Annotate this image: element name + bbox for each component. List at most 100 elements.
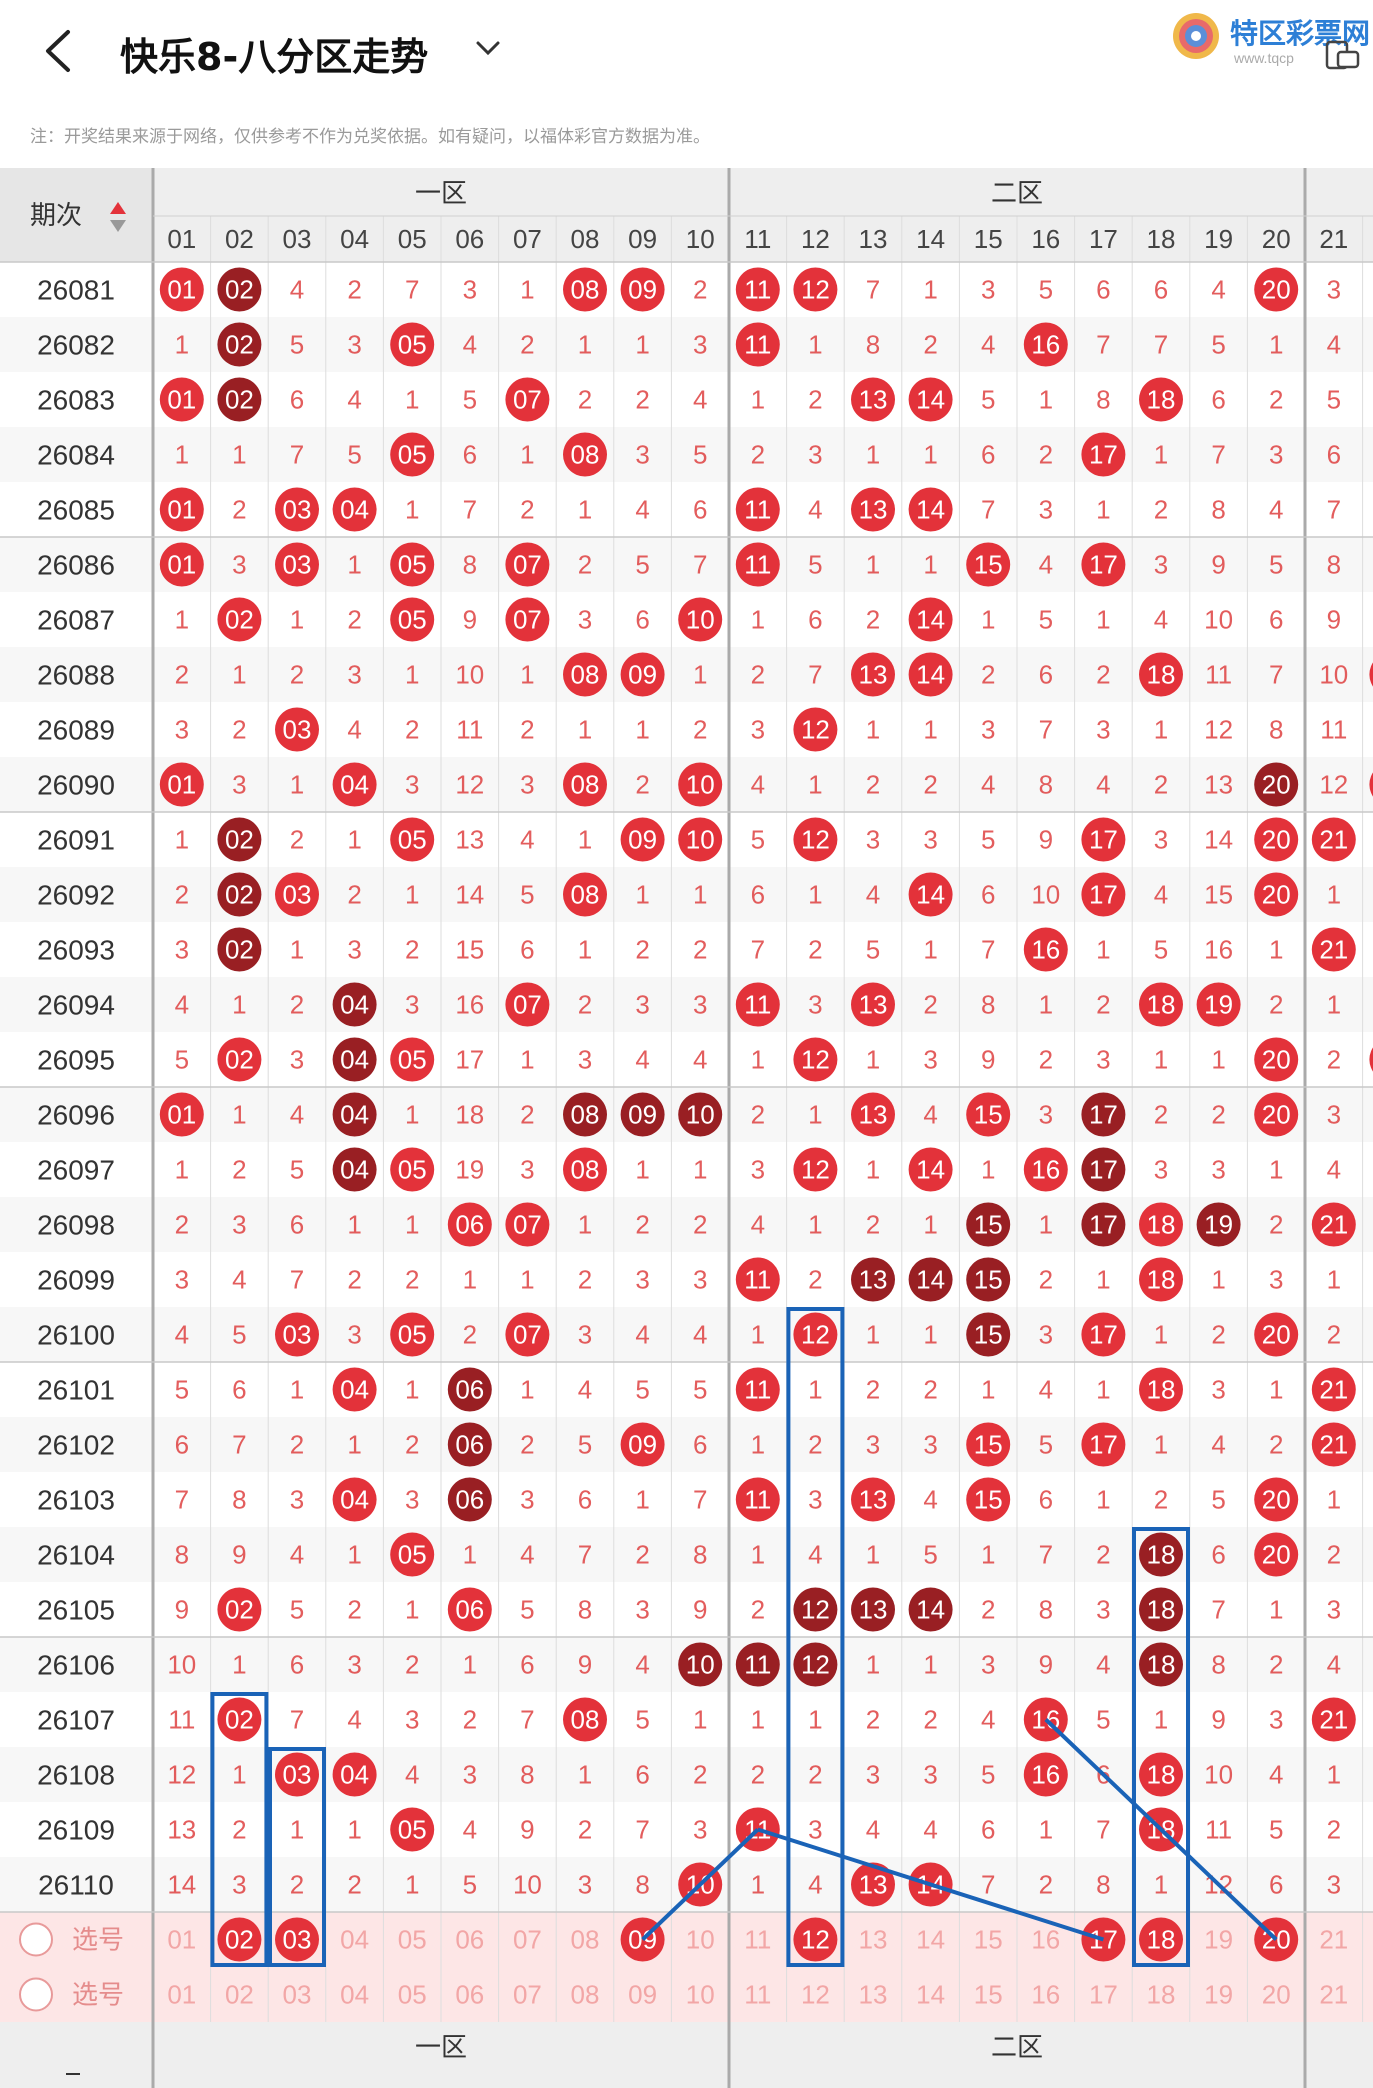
hit-ball: [735, 267, 780, 312]
hit-number: 13: [859, 495, 888, 525]
select-number[interactable]: 17: [1089, 1980, 1118, 2010]
select-number[interactable]: 13: [859, 1980, 888, 2010]
select-number[interactable]: 20: [1262, 1980, 1291, 2010]
sort-down-icon[interactable]: [110, 220, 126, 232]
select-number[interactable]: 06: [455, 1980, 484, 2010]
select-number[interactable]: 05: [398, 1980, 427, 2010]
selected-number[interactable]: 03: [283, 1925, 312, 1955]
select-number[interactable]: 11: [744, 1980, 771, 2010]
select-number[interactable]: 07: [513, 1925, 542, 1955]
miss-count: 1: [751, 605, 765, 635]
miss-count: 9: [1327, 605, 1341, 635]
select-number[interactable]: 01: [167, 1980, 196, 2010]
select-number[interactable]: 08: [571, 1980, 600, 2010]
miss-count: 2: [175, 660, 189, 690]
select-number[interactable]: 03: [283, 1980, 312, 2010]
hit-number: 08: [571, 770, 600, 800]
miss-count: 1: [635, 1155, 649, 1185]
hit-number: 12: [801, 715, 830, 745]
select-number[interactable]: 19: [1204, 1925, 1233, 1955]
select-number[interactable]: 04: [340, 1980, 369, 2010]
hit-ball: [1081, 1422, 1126, 1467]
miss-count: 1: [635, 330, 649, 360]
hit-ball: [275, 487, 319, 532]
miss-count: 2: [751, 1595, 765, 1625]
miss-count: 5: [923, 1540, 937, 1570]
footer-header-bg: [0, 2022, 1373, 2088]
miss-count: 7: [808, 660, 822, 690]
select-number[interactable]: 02: [225, 1980, 254, 2010]
select-number[interactable]: 06: [455, 1925, 484, 1955]
sort-up-icon[interactable]: [110, 202, 126, 214]
miss-count: 8: [866, 330, 880, 360]
period-number: 26100: [37, 1320, 115, 1351]
miss-count: 1: [866, 550, 880, 580]
miss-count: 1: [866, 1540, 880, 1570]
back-arrow-icon[interactable]: [40, 28, 76, 74]
select-number[interactable]: 16: [1031, 1925, 1060, 1955]
miss-count: 8: [1096, 1870, 1110, 1900]
rotate-screen-icon[interactable]: [1324, 34, 1360, 70]
selected-number[interactable]: 18: [1147, 1925, 1176, 1955]
selected-number[interactable]: 12: [801, 1925, 830, 1955]
selected-ball[interactable]: [217, 1917, 262, 1962]
select-number[interactable]: 07: [513, 1980, 542, 2010]
select-number[interactable]: 13: [859, 1925, 888, 1955]
miss-count: 1: [578, 495, 592, 525]
miss-count: 7: [290, 440, 304, 470]
select-number[interactable]: 10: [686, 1925, 715, 1955]
hit-ball: [966, 1092, 1011, 1137]
select-number[interactable]: 19: [1204, 1980, 1233, 2010]
miss-count: 3: [463, 1760, 477, 1790]
hit-ball: [793, 1147, 838, 1192]
miss-count: 1: [175, 1155, 189, 1185]
miss-count: 6: [1327, 440, 1341, 470]
select-number[interactable]: 14: [916, 1980, 945, 2010]
select-number[interactable]: 12: [801, 1980, 830, 2010]
select-number[interactable]: 09: [628, 1980, 657, 2010]
hit-number: 20: [1262, 1045, 1291, 1075]
select-number[interactable]: 18: [1147, 1980, 1176, 2010]
miss-count: 7: [520, 1705, 534, 1735]
chevron-down-icon[interactable]: [474, 38, 502, 58]
select-number[interactable]: 15: [974, 1980, 1003, 2010]
miss-count: 4: [751, 1210, 765, 1240]
selected-ball[interactable]: [793, 1917, 838, 1962]
miss-count: 2: [232, 1815, 246, 1845]
select-number[interactable]: 16: [1031, 1980, 1060, 2010]
selected-ball[interactable]: [275, 1917, 319, 1962]
period-number: 26108: [37, 1760, 115, 1791]
select-number[interactable]: 01: [167, 1925, 196, 1955]
selected-ball[interactable]: [1139, 1917, 1183, 1962]
miss-count: 3: [693, 1265, 707, 1295]
select-number[interactable]: 05: [398, 1925, 427, 1955]
miss-count: 1: [578, 935, 592, 965]
miss-count: 1: [1039, 990, 1053, 1020]
miss-count: 6: [808, 605, 822, 635]
miss-count: 1: [290, 1815, 304, 1845]
select-number[interactable]: 14: [916, 1925, 945, 1955]
miss-count: 5: [1211, 330, 1225, 360]
select-number[interactable]: 08: [571, 1925, 600, 1955]
miss-count: 3: [1269, 1265, 1283, 1295]
selected-number[interactable]: 02: [225, 1925, 254, 1955]
period-number: 26098: [37, 1210, 115, 1241]
select-radio[interactable]: [19, 1922, 53, 1957]
miss-count: 1: [1096, 495, 1110, 525]
select-number[interactable]: 15: [974, 1925, 1003, 1955]
miss-count: 14: [455, 880, 484, 910]
hit-ball: [563, 1147, 607, 1192]
hit-ball: [447, 1422, 492, 1467]
hit-ball: [275, 707, 319, 752]
hit-number: 20: [1262, 1100, 1291, 1130]
hit-number: 12: [801, 275, 830, 305]
hit-number: 16: [1031, 330, 1060, 360]
select-radio[interactable]: [19, 1977, 53, 2012]
select-number[interactable]: 21: [1319, 1925, 1348, 1955]
select-number[interactable]: 21: [1319, 1980, 1348, 2010]
select-number[interactable]: 10: [686, 1980, 715, 2010]
select-number[interactable]: 11: [744, 1925, 771, 1955]
select-number[interactable]: 04: [340, 1925, 369, 1955]
hit-number: 05: [398, 825, 427, 855]
hit-number: 05: [398, 1155, 427, 1185]
